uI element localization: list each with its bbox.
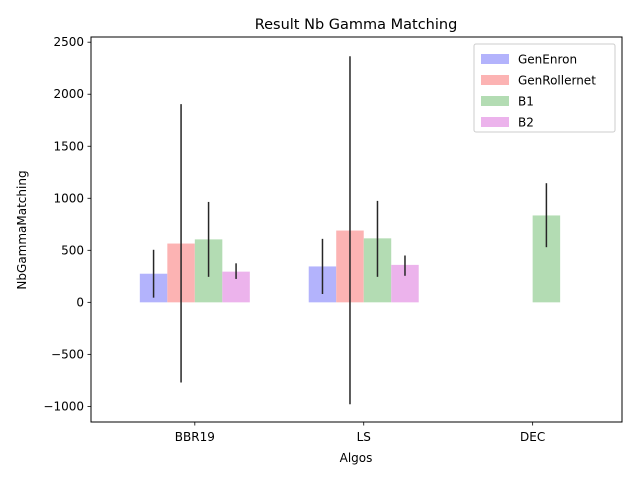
legend-label-b1: B1	[518, 95, 534, 109]
y-tick-label: 2500	[53, 35, 84, 49]
legend-label-b2: B2	[518, 116, 534, 130]
y-tick-label: −500	[51, 347, 84, 361]
x-tick-label: LS	[357, 430, 371, 444]
y-tick-label: 0	[76, 295, 84, 309]
legend-label-genrollernet: GenRollernet	[518, 74, 596, 88]
x-axis-label: Algos	[340, 451, 373, 465]
legend-swatch-b2	[481, 117, 509, 127]
y-tick-label: 1500	[53, 139, 84, 153]
legend-swatch-genenron	[481, 54, 509, 64]
x-ticks-group: BBR19 LS DEC	[175, 422, 545, 444]
legend: GenEnron GenRollernet B1 B2	[473, 43, 616, 133]
y-tick-label: 500	[61, 243, 84, 257]
x-tick-label: DEC	[520, 430, 545, 444]
legend-swatch-b1	[481, 96, 509, 106]
chart-title: Result Nb Gamma Matching	[255, 17, 458, 33]
y-tick-label: 1000	[53, 191, 84, 205]
axes-frame	[90, 36, 623, 423]
legend-swatch-genrollernet	[481, 75, 509, 85]
y-tick-label: −1000	[43, 399, 84, 413]
axes-group	[90, 36, 623, 423]
x-tick-label: BBR19	[175, 430, 215, 444]
legend-box	[473, 43, 616, 133]
error-bars-group	[152, 56, 548, 405]
y-tick-label: 2000	[53, 87, 84, 101]
y-axis-label: NbGammaMatching	[15, 170, 29, 289]
legend-label-genenron: GenEnron	[518, 53, 577, 67]
y-ticks-group: −1000 −500 0 500 1000 1500 2000 2500	[43, 35, 91, 413]
